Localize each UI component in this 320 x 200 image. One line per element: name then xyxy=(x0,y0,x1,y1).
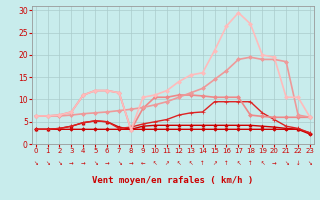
X-axis label: Vent moyen/en rafales ( km/h ): Vent moyen/en rafales ( km/h ) xyxy=(92,176,253,185)
